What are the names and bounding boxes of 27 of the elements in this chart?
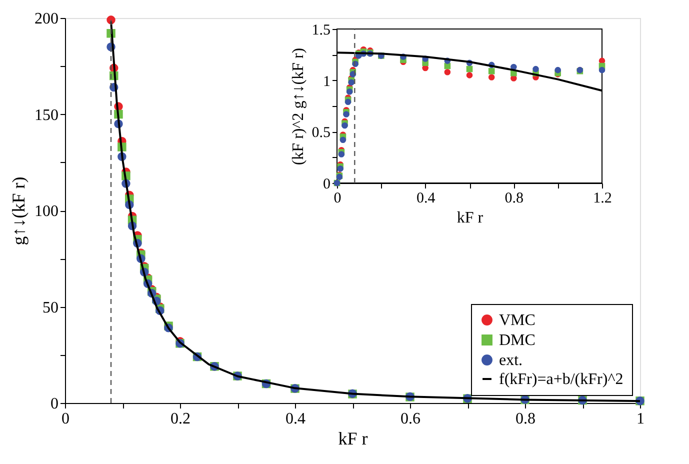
y-tick-label: 150 [34,106,58,124]
x-tick-label: 0.2 [170,410,190,428]
y-tick-label: 100 [34,203,58,220]
x-axis-title: kF r [456,210,484,226]
x-tick-label: 0 [334,190,342,206]
y-tick-label: 0.5 [312,125,330,142]
y-tick-label: 50 [42,299,58,316]
y-tick-label: 1 [323,74,330,90]
x-tick-label: 0.8 [504,190,524,206]
x-tick-label: 0.6 [400,410,420,428]
x-tick-label: 0 [62,410,70,428]
x-tick-label: 1 [636,410,644,428]
x-tick-label: 1.2 [593,190,612,206]
x-tick-label: 0.8 [516,410,536,428]
x-tick-label: 0.4 [286,410,306,428]
x-axis-title: kF r [338,428,368,448]
y-axis-title: (kF r)^2 g↑↓(kF r) [290,48,307,166]
y-tick-label: 200 [34,10,58,28]
legend-label: ext. [499,352,523,369]
y-tick-label: 1.5 [312,22,330,38]
legend-label: VMC [499,312,536,329]
legend-label: DMC [499,332,536,349]
legend-label: f(kFr)=a+b/(kFr)^2 [499,371,624,388]
y-axis-title: g↑↓(kF r) [8,176,28,246]
y-tick-label: 0 [323,176,330,192]
y-tick-label: 0 [50,396,58,412]
x-tick-label: 0.4 [416,190,436,206]
